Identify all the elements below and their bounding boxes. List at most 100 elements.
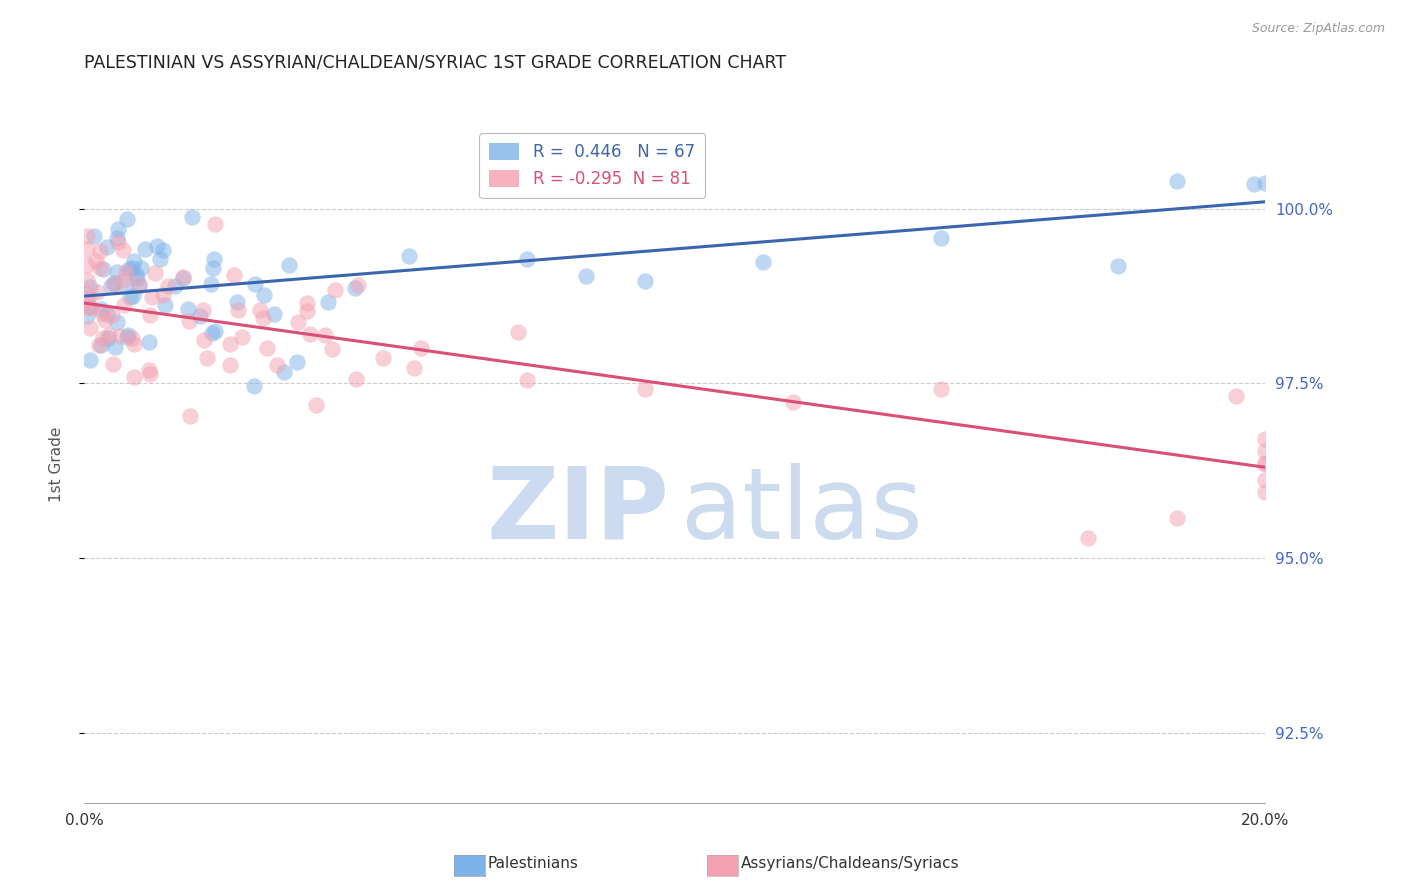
- Point: [243, 277, 266, 292]
- Point: [89, 261, 111, 276]
- Point: [222, 268, 245, 283]
- Point: [145, 239, 167, 253]
- Point: [101, 357, 124, 371]
- Point: [138, 334, 160, 349]
- Point: [929, 382, 952, 396]
- Point: [76, 309, 98, 323]
- Point: [287, 314, 309, 328]
- Point: [249, 303, 271, 318]
- Point: [97, 328, 120, 343]
- Point: [122, 289, 145, 303]
- Point: [112, 298, 135, 312]
- Point: [172, 271, 194, 285]
- Point: [323, 283, 346, 297]
- Point: [226, 302, 249, 317]
- Point: [285, 355, 308, 369]
- Point: [112, 244, 135, 258]
- Point: [83, 229, 105, 244]
- Point: [115, 212, 138, 227]
- Point: [1254, 433, 1277, 447]
- Point: [108, 329, 131, 343]
- Point: [752, 255, 775, 269]
- Point: [929, 231, 952, 245]
- Point: [575, 268, 598, 283]
- Point: [118, 262, 141, 277]
- Point: [516, 372, 538, 386]
- Point: [1254, 176, 1277, 190]
- Point: [316, 295, 339, 310]
- Text: ZIP: ZIP: [486, 463, 669, 560]
- Point: [1166, 174, 1188, 188]
- Point: [263, 307, 285, 321]
- Point: [402, 361, 425, 376]
- Point: [96, 240, 118, 254]
- Point: [87, 338, 110, 352]
- Point: [256, 341, 278, 355]
- Point: [298, 326, 321, 341]
- Point: [1243, 178, 1265, 192]
- Point: [91, 306, 114, 320]
- Point: [343, 281, 366, 295]
- Point: [77, 299, 100, 313]
- Point: [321, 342, 343, 356]
- Point: [278, 258, 301, 272]
- Point: [202, 252, 225, 266]
- Point: [177, 301, 200, 316]
- Point: [90, 302, 112, 317]
- Point: [152, 243, 174, 257]
- Point: [91, 261, 114, 276]
- Point: [201, 326, 224, 340]
- Point: [634, 274, 657, 288]
- Point: [129, 260, 152, 275]
- Point: [94, 312, 117, 326]
- Point: [76, 285, 98, 300]
- Point: [125, 267, 148, 281]
- Point: [107, 235, 129, 249]
- Point: [104, 340, 127, 354]
- Point: [125, 271, 148, 285]
- Point: [508, 325, 530, 339]
- Point: [134, 242, 156, 256]
- Point: [231, 329, 253, 343]
- Point: [138, 362, 160, 376]
- Point: [115, 265, 138, 279]
- Point: [1254, 444, 1277, 458]
- Point: [1225, 388, 1247, 402]
- Point: [191, 303, 214, 318]
- Point: [101, 308, 124, 322]
- Point: [152, 287, 174, 301]
- Point: [226, 294, 249, 309]
- Point: [105, 265, 128, 279]
- Point: [138, 308, 160, 322]
- Point: [297, 303, 319, 318]
- Point: [114, 279, 136, 293]
- Point: [295, 296, 318, 310]
- Point: [165, 279, 187, 293]
- Point: [76, 243, 98, 257]
- Point: [84, 253, 107, 268]
- Text: Assyrians/Chaldeans/Syriacs: Assyrians/Chaldeans/Syriacs: [741, 856, 959, 871]
- Point: [86, 285, 108, 299]
- Point: [128, 279, 150, 293]
- Point: [153, 298, 176, 312]
- Point: [80, 301, 103, 316]
- Point: [117, 328, 139, 343]
- Point: [1254, 457, 1277, 471]
- Point: [128, 277, 150, 291]
- Point: [188, 310, 211, 324]
- Point: [204, 324, 226, 338]
- Point: [782, 395, 804, 409]
- Point: [179, 314, 201, 328]
- Point: [107, 222, 129, 236]
- Point: [122, 254, 145, 268]
- Point: [344, 371, 367, 385]
- Point: [115, 330, 138, 344]
- Point: [112, 273, 135, 287]
- Point: [105, 231, 128, 245]
- Point: [79, 321, 101, 335]
- Point: [204, 217, 226, 231]
- Point: [79, 352, 101, 367]
- Point: [122, 337, 145, 351]
- Point: [634, 382, 657, 396]
- Point: [96, 307, 118, 321]
